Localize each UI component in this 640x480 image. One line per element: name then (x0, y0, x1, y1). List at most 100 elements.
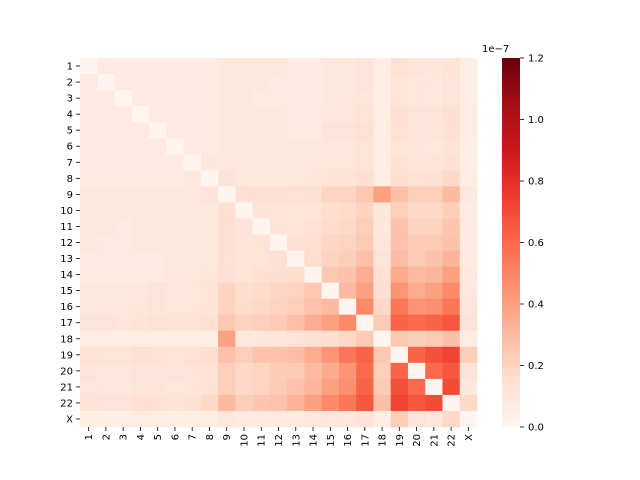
heatmap-cell (166, 122, 184, 139)
colorbar-tick-label: 0.4 (528, 300, 544, 311)
heatmap-cell (304, 410, 323, 428)
heatmap-cell (80, 266, 98, 284)
heatmap-cell (425, 314, 443, 332)
heatmap-cell (131, 122, 150, 139)
heatmap-cell (459, 378, 478, 396)
heatmap-cell (442, 410, 461, 428)
heatmap-cell (200, 362, 219, 380)
heatmap-cell (390, 186, 409, 203)
heatmap-cell (131, 170, 150, 187)
y-tick-label: 3 (67, 94, 73, 105)
x-tick-label: 12 (274, 434, 285, 447)
heatmap-cell (114, 186, 133, 203)
heatmap-cell (407, 138, 426, 155)
heatmap-cell (321, 410, 340, 428)
heatmap-cell (442, 362, 461, 380)
heatmap-cell (200, 202, 219, 219)
heatmap-cell (304, 58, 323, 75)
heatmap-cell (321, 378, 340, 396)
heatmap-cell (390, 378, 409, 396)
heatmap-cell (252, 410, 271, 428)
colorbar-tick-label: 0.8 (528, 177, 544, 188)
heatmap-cell (235, 202, 254, 219)
colorbar (502, 58, 520, 427)
heatmap-cell (183, 74, 202, 91)
heatmap-cell (407, 202, 426, 219)
heatmap-cell (114, 250, 133, 267)
heatmap-cell (200, 218, 219, 235)
heatmap-cell (166, 202, 184, 219)
x-tick-label: 16 (343, 434, 354, 447)
heatmap-cell (218, 106, 236, 123)
heatmap-cell (200, 154, 219, 171)
heatmap-cell (252, 218, 271, 235)
heatmap-cell (356, 410, 374, 428)
heatmap-cell (321, 330, 340, 348)
heatmap-cell (356, 266, 374, 284)
heatmap-cell (304, 218, 323, 235)
heatmap-cell (425, 298, 443, 316)
heatmap-cell (97, 362, 115, 380)
heatmap-cell (373, 330, 392, 348)
x-tick-label: 2 (101, 434, 112, 440)
colorbar-tick-label: 1.2 (528, 54, 544, 65)
heatmap-cell (80, 330, 98, 348)
heatmap-cell (304, 90, 323, 107)
heatmap-cell (287, 362, 305, 380)
heatmap-cell (80, 202, 98, 219)
heatmap-cell (200, 90, 219, 107)
heatmap-cell (459, 330, 478, 348)
heatmap-cell (321, 74, 340, 91)
heatmap-cell (442, 378, 461, 396)
heatmap-cell (149, 346, 167, 364)
heatmap-cell (149, 138, 167, 155)
heatmap-cell (166, 74, 184, 91)
heatmap-cell (80, 90, 98, 107)
heatmap-cell (338, 330, 357, 348)
heatmap-cell (390, 314, 409, 332)
heatmap-cell (166, 154, 184, 171)
heatmap-cell (269, 58, 288, 75)
heatmap-cell (459, 314, 478, 332)
heatmap-cell (235, 394, 254, 412)
heatmap-cell (114, 330, 133, 348)
heatmap-cell (149, 394, 167, 412)
heatmap-cell (407, 154, 426, 171)
heatmap-cell (166, 170, 184, 187)
heatmap-cell (252, 234, 271, 251)
heatmap-cell (149, 234, 167, 251)
heatmap-cell (287, 106, 305, 123)
heatmap-cell (131, 138, 150, 155)
heatmap-cell (338, 346, 357, 364)
heatmap-cell (321, 266, 340, 284)
heatmap-cell (407, 330, 426, 348)
heatmap-cell (218, 138, 236, 155)
heatmap-cell (356, 394, 374, 412)
heatmap-cell (407, 314, 426, 332)
heatmap-cell (390, 154, 409, 171)
heatmap-cell (97, 106, 115, 123)
heatmap-cell (114, 410, 133, 428)
heatmap-cell (166, 314, 184, 332)
heatmap-cell (114, 170, 133, 187)
heatmap-cell (442, 90, 461, 107)
heatmap-cell (269, 170, 288, 187)
heatmap-cell (287, 138, 305, 155)
heatmap-cell (131, 314, 150, 332)
heatmap-cell (269, 298, 288, 316)
heatmap-cell (390, 298, 409, 316)
y-tick-label: 9 (67, 190, 73, 201)
heatmap-cell (442, 138, 461, 155)
heatmap-cell (390, 170, 409, 187)
heatmap-cell (218, 186, 236, 203)
heatmap-cell (114, 106, 133, 123)
heatmap-cell (252, 186, 271, 203)
heatmap-cell (356, 58, 374, 75)
heatmap-cell (97, 314, 115, 332)
heatmap-cell (304, 330, 323, 348)
heatmap-cell (321, 90, 340, 107)
heatmap-cell (235, 266, 254, 284)
heatmap-cell (321, 282, 340, 300)
heatmap-cell (442, 202, 461, 219)
y-tick-label: 22 (60, 398, 73, 409)
